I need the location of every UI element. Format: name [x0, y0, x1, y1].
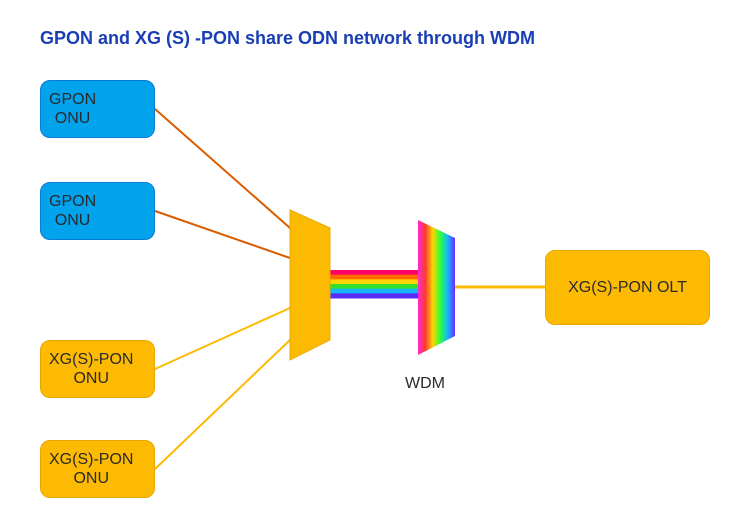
- link-gpon-onu-1: [155, 109, 290, 228]
- gpon-onu-1: GPON ONU: [40, 80, 155, 138]
- xgs-onu-2: XG(S)-PON ONU: [40, 440, 155, 498]
- rainbow-band-0: [330, 270, 418, 275]
- rainbow-band-2: [330, 279, 418, 284]
- gpon-onu-2: GPON ONU: [40, 182, 155, 240]
- wdm-prism: [418, 220, 455, 355]
- rainbow-band-3: [330, 284, 418, 289]
- wdm-label: WDM: [405, 375, 445, 393]
- rainbow-band-4: [330, 289, 418, 294]
- splitter: [290, 210, 330, 360]
- xgs-olt: XG(S)-PON OLT: [545, 250, 710, 325]
- rainbow-band-1: [330, 275, 418, 280]
- rainbow-band-5: [330, 293, 418, 298]
- link-gpon-onu-2: [155, 211, 290, 258]
- xgs-onu-1: XG(S)-PON ONU: [40, 340, 155, 398]
